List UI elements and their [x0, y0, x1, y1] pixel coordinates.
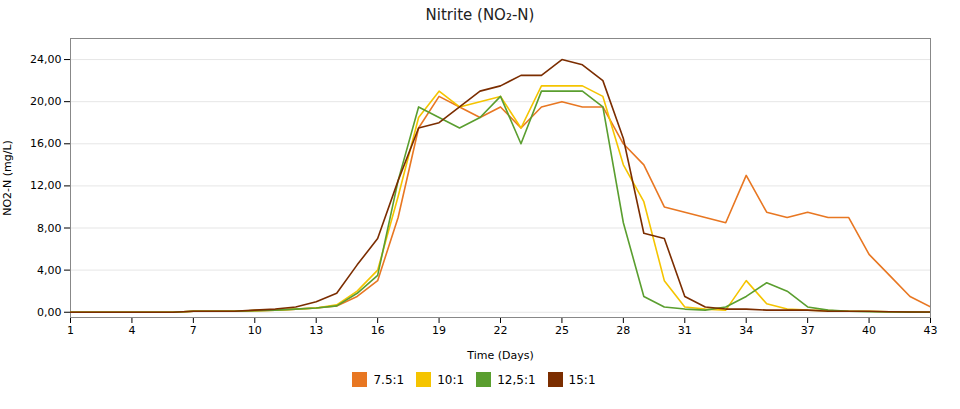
svg-text:10: 10: [248, 324, 262, 337]
svg-text:8,00: 8,00: [37, 222, 62, 235]
html-text:7.5:1: 7.5:1: [373, 372, 405, 387]
svg-text:Time (Days): Time (Days): [466, 349, 533, 362]
svg-text:4: 4: [128, 324, 135, 337]
svg-text:37: 37: [801, 324, 815, 337]
svg-text:4,00: 4,00: [37, 264, 62, 277]
svg-text:34: 34: [739, 324, 753, 337]
svg-text:40: 40: [862, 324, 876, 337]
html-text:15:1: 15:1: [568, 372, 596, 387]
svg-text:22: 22: [494, 324, 508, 337]
svg-text:1: 1: [67, 324, 74, 337]
html-text:12,5:1: 12,5:1: [497, 372, 536, 387]
svg-text:25: 25: [555, 324, 569, 337]
svg-text:7: 7: [190, 324, 197, 337]
html-text:Nitrite (NO₂-N): Nitrite (NO₂-N): [425, 6, 535, 24]
svg-text:43: 43: [924, 324, 938, 337]
svg-text:NO2-N (mg/L): NO2-N (mg/L): [1, 140, 14, 216]
svg-text:0,00: 0,00: [37, 306, 62, 319]
svg-text:16,00: 16,00: [30, 137, 62, 150]
svg-text:31: 31: [678, 324, 692, 337]
svg-text:13: 13: [309, 324, 323, 337]
svg-text:19: 19: [432, 324, 446, 337]
svg-text:28: 28: [616, 324, 630, 337]
svg-text:16: 16: [371, 324, 385, 337]
html-text:10:1: 10:1: [437, 372, 465, 387]
svg-text:12,00: 12,00: [30, 179, 62, 192]
svg-text:20,00: 20,00: [30, 95, 62, 108]
svg-text:24,00: 24,00: [30, 53, 62, 66]
